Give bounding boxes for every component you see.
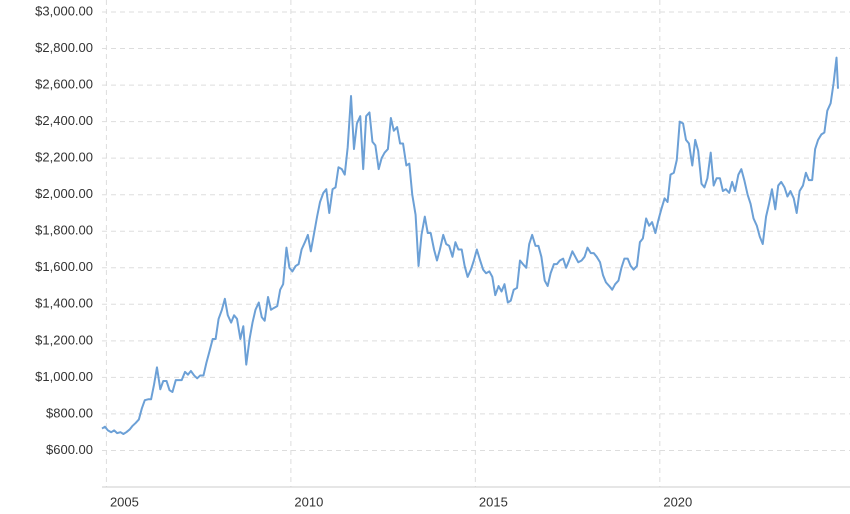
y-tick-label: $2,800.00 [35,40,93,55]
x-tick-label: 2020 [663,494,692,509]
y-tick-label: $1,400.00 [35,296,93,311]
x-tick-label: 2015 [479,494,508,509]
x-tick-label: 2010 [294,494,323,509]
y-tick-label: $1,200.00 [35,332,93,347]
y-tick-label: $3,000.00 [35,3,93,18]
y-tick-label: $800.00 [46,405,93,420]
x-tick-label: 2005 [110,494,139,509]
y-tick-label: $2,000.00 [35,186,93,201]
y-tick-label: $600.00 [46,442,93,457]
y-tick-label: $1,000.00 [35,369,93,384]
y-tick-label: $1,600.00 [35,259,93,274]
y-tick-label: $1,800.00 [35,223,93,238]
y-tick-label: $2,600.00 [35,77,93,92]
y-tick-label: $2,200.00 [35,150,93,165]
y-tick-label: $2,400.00 [35,113,93,128]
price-line [101,56,839,436]
